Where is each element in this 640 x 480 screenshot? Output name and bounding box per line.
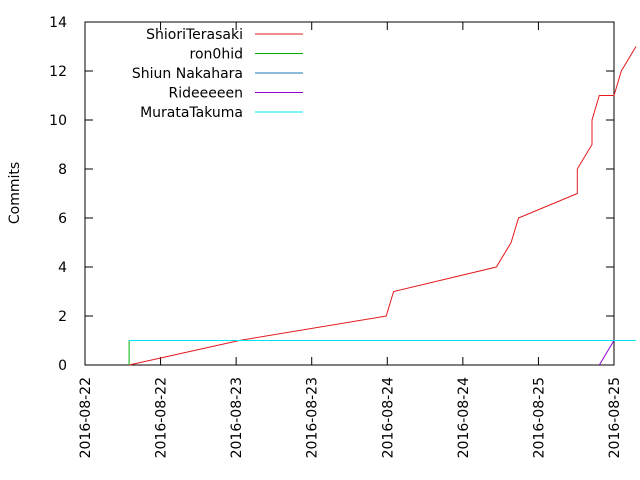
y-tick-label: 6 — [58, 211, 67, 227]
series-line-shioriterasaki — [128, 46, 637, 366]
legend-label: ShioriTerasaki — [146, 27, 243, 43]
x-tick-label: 2016-08-22 — [154, 377, 170, 458]
legend: ShioriTerasaki ron0hid Shiun Nakahara Ridee… — [132, 27, 303, 121]
series-line-rideeeeen — [598, 340, 615, 366]
x-tick-label: 2016-08-25 — [607, 377, 623, 458]
x-axis: 2016-08-22 2016-08-22 2016-08-23 2016-08-23… — [78, 22, 623, 458]
series-lines — [128, 46, 637, 366]
y-tick-label: 12 — [49, 64, 67, 80]
plot-frame — [84, 21, 615, 366]
y-tick-label: 8 — [58, 162, 67, 178]
legend-label: ron0hid — [190, 47, 243, 63]
x-tick-label: 2016-08-24 — [380, 377, 396, 458]
y-tick-label: 14 — [49, 15, 67, 31]
y-axis: 0 2 4 6 8 10 12 14 — [49, 15, 614, 374]
x-tick-label: 2016-08-25 — [531, 377, 547, 458]
y-tick-label: 0 — [58, 358, 67, 374]
x-tick-label: 2016-08-24 — [456, 377, 472, 458]
x-tick-label: 2016-08-23 — [305, 377, 321, 458]
legend-label: MurataTakuma — [140, 105, 243, 121]
y-tick-label: 2 — [58, 309, 67, 325]
y-axis-label: Commits — [7, 162, 23, 224]
x-tick-label: 2016-08-22 — [78, 377, 94, 458]
y-tick-label: 4 — [58, 260, 67, 276]
x-tick-label: 2016-08-23 — [229, 377, 245, 458]
legend-label: Rideeeeen — [169, 86, 243, 102]
y-tick-label: 10 — [49, 113, 67, 129]
legend-label: Shiun Nakahara — [132, 66, 243, 82]
